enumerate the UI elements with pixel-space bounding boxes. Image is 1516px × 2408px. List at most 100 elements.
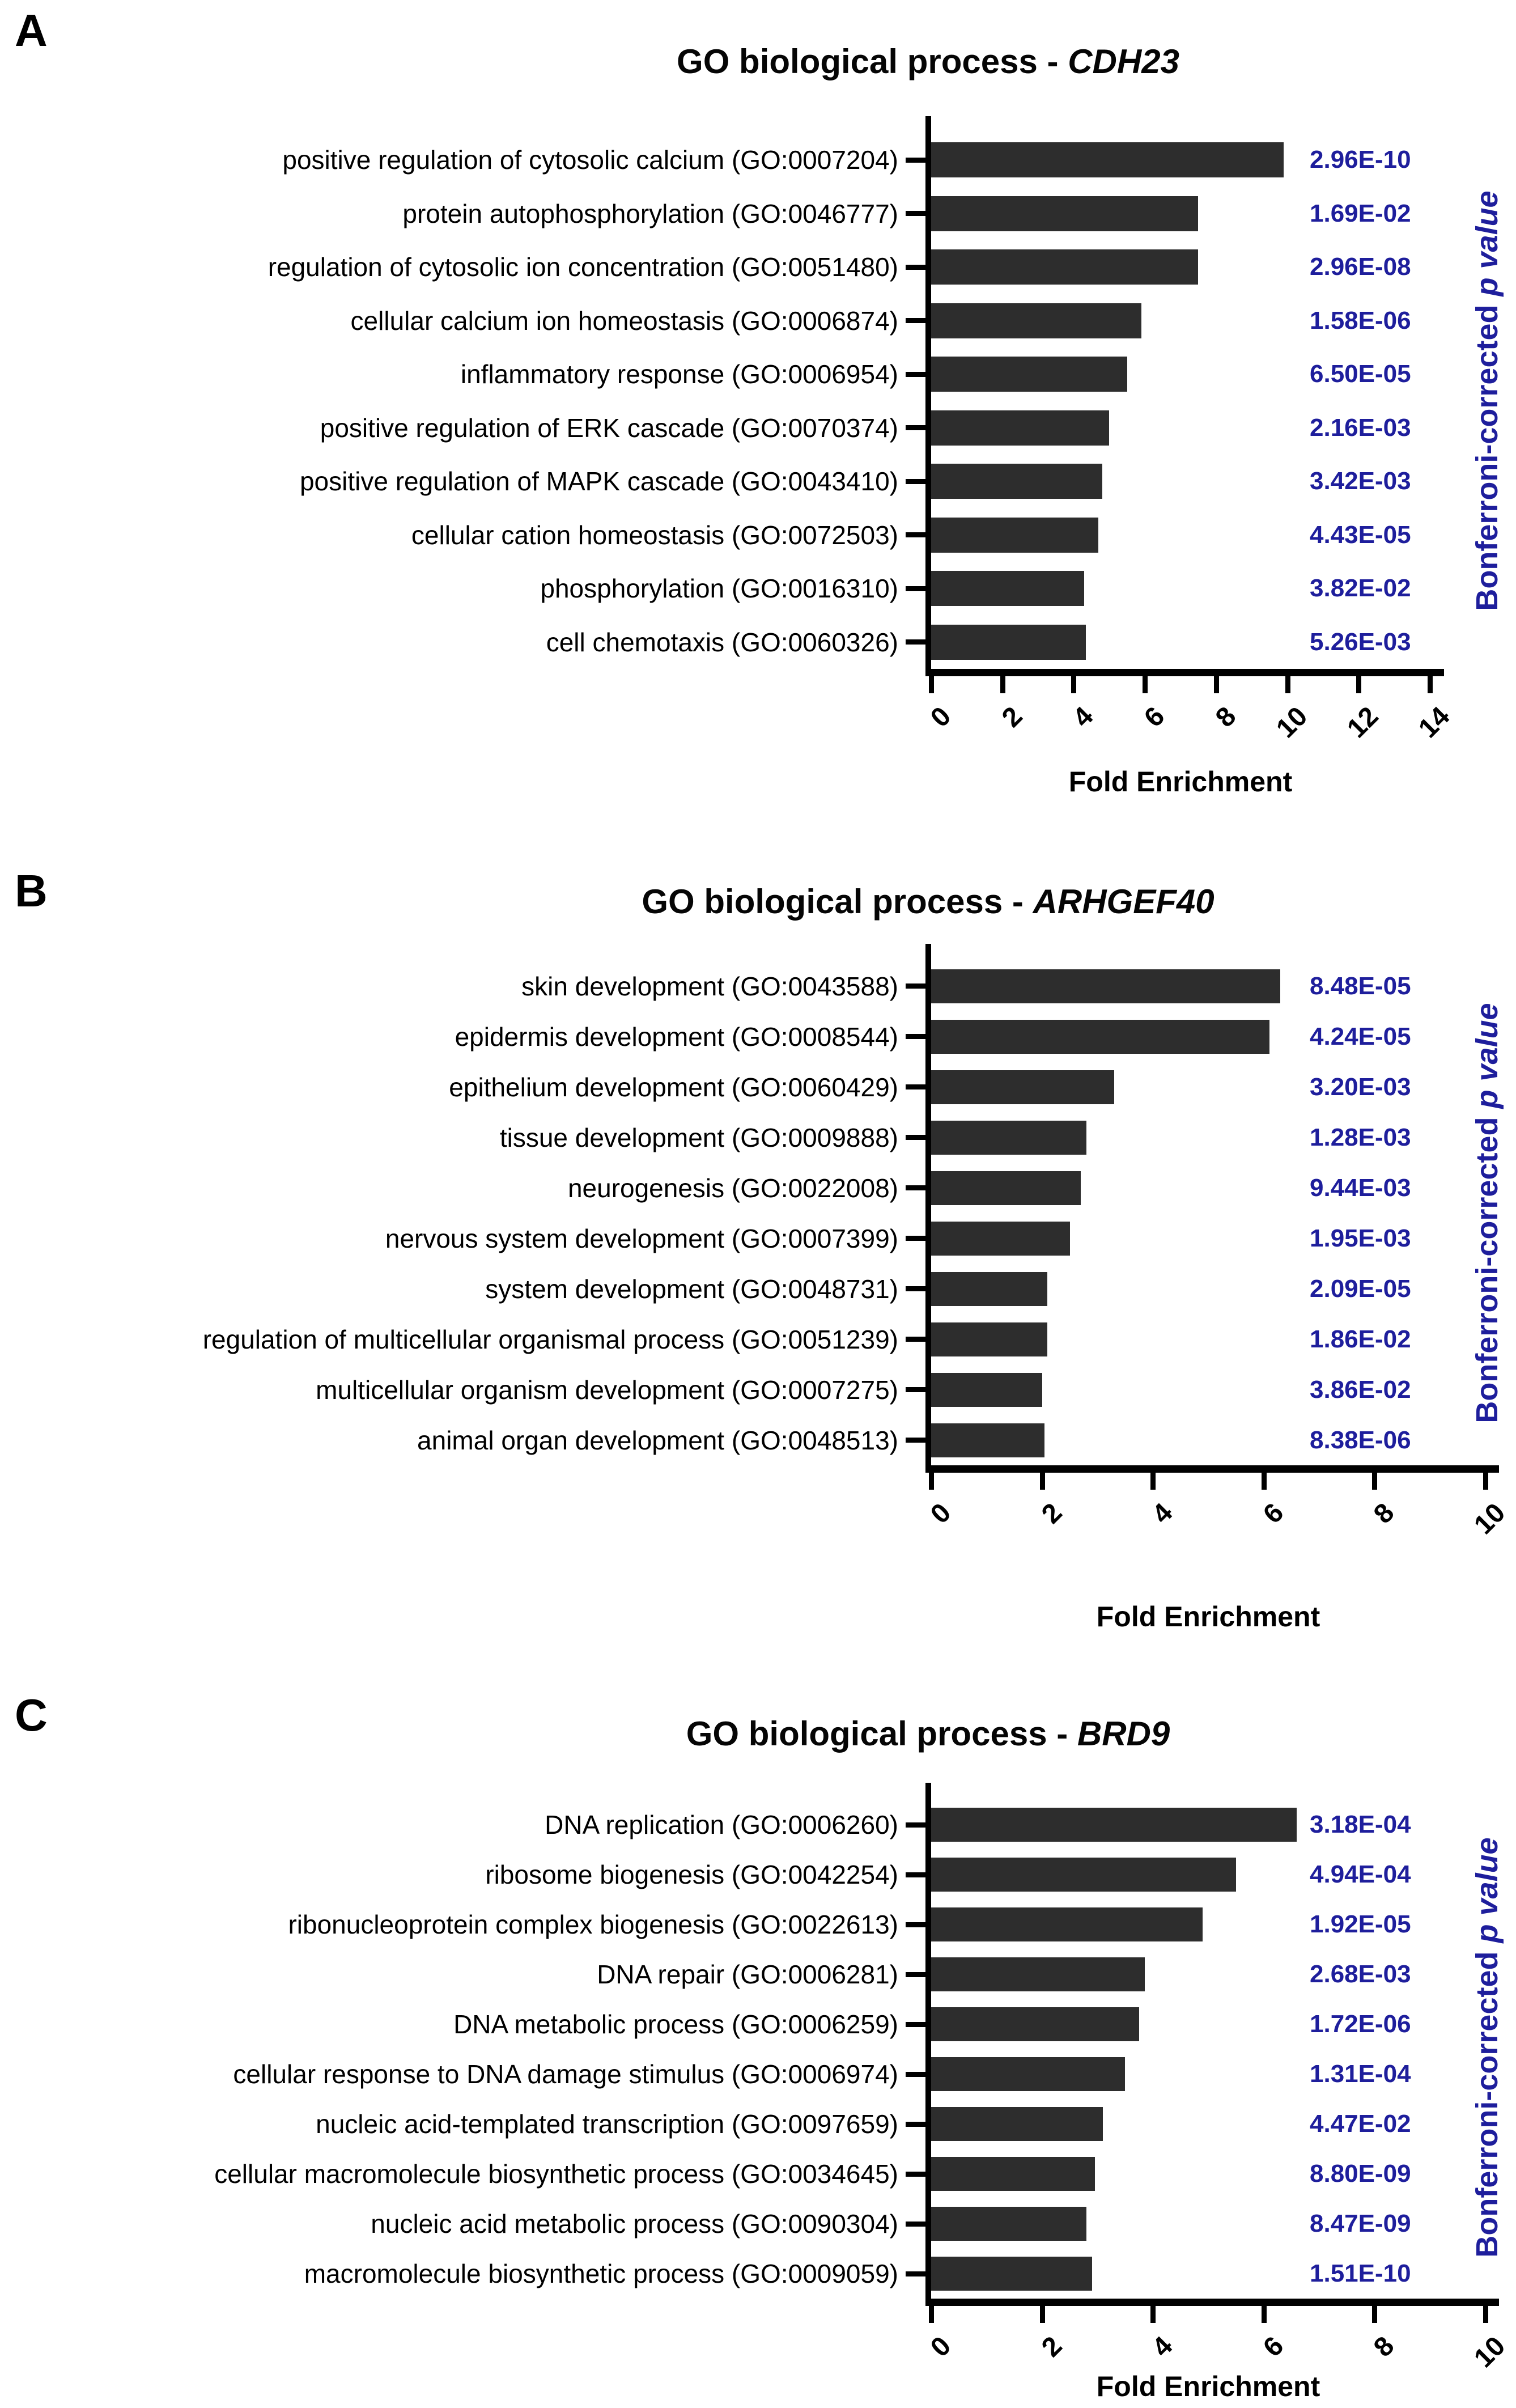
category-label: macromolecule biosynthetic process (GO:0… (304, 2259, 898, 2288)
bar-row: nucleic acid metabolic process (GO:00903… (0, 2199, 1485, 2249)
y-axis-tick (906, 264, 925, 270)
bar-row: regulation of cytosolic ion concentratio… (0, 240, 1430, 294)
category-label: regulation of cytosolic ion concentratio… (267, 252, 898, 282)
category-label: DNA repair (GO:0006281) (597, 1960, 898, 1989)
bar-row: system development (GO:0048731) 2.09E-05 (0, 1264, 1485, 1314)
bar-row: nucleic acid-templated transcription (GO… (0, 2099, 1485, 2149)
p-value-label: 9.44E-03 (1310, 1173, 1411, 1202)
y-axis-tick (906, 211, 925, 217)
chart-title-prefix: GO biological process - (686, 1715, 1077, 1753)
bar-track: 1.92E-05 (931, 1900, 1485, 1949)
category-label: system development (GO:0048731) (485, 1274, 898, 1304)
category-label: positive regulation of ERK cascade (GO:0… (320, 413, 898, 443)
panel-a: A GO biological process - CDH23 positive… (0, 0, 1516, 816)
x-axis-tick (1428, 676, 1433, 693)
category-label: neurogenesis (GO:0022008) (567, 1173, 898, 1203)
bar-track: 1.69E-02 (931, 187, 1430, 241)
bar (931, 1372, 1042, 1407)
p-value-label: 6.50E-05 (1310, 360, 1411, 388)
bar (931, 2157, 1095, 2191)
bar-track: 1.72E-06 (931, 1999, 1485, 2049)
category-label: cellular response to DNA damage stimulus… (233, 2059, 898, 2089)
category-label: cellular cation homeostasis (GO:0072503) (411, 520, 898, 550)
bar-row: cellular cation homeostasis (GO:0072503)… (0, 508, 1430, 562)
bar (931, 2057, 1126, 2091)
category-label: phosphorylation (GO:0016310) (540, 574, 898, 604)
bar-row: DNA metabolic process (GO:0006259) 1.72E-… (0, 1999, 1485, 2049)
bar-track: 1.95E-03 (931, 1213, 1485, 1264)
p-value-label: 1.95E-03 (1310, 1224, 1411, 1252)
bar-row: phosphorylation (GO:0016310) 3.82E-02 (0, 562, 1430, 616)
category-label: nucleic acid-templated transcription (GO… (316, 2109, 898, 2139)
y-axis-tick (906, 425, 925, 431)
bar-track: 9.44E-03 (931, 1163, 1485, 1213)
bar-row: cellular response to DNA damage stimulus… (0, 2049, 1485, 2099)
chart-title-prefix: GO biological process - (677, 43, 1068, 80)
p-value-label: 4.43E-05 (1310, 520, 1411, 549)
category-label: nucleic acid metabolic process (GO:00903… (371, 2209, 898, 2239)
x-axis-tick (1372, 1473, 1378, 1490)
x-axis-tick (1150, 2306, 1156, 2323)
bar (931, 464, 1102, 499)
panel-c: C GO biological process - BRD9 DNA repli… (0, 1667, 1516, 2402)
bar (931, 1808, 1297, 1842)
p-value-label: 1.28E-03 (1310, 1123, 1411, 1151)
bar-track: 3.18E-04 (931, 1800, 1485, 1850)
p-value-label: 4.94E-04 (1310, 1860, 1411, 1888)
x-axis-label: Fold Enrichment (1096, 2371, 1320, 2402)
bar-track: 2.96E-08 (931, 240, 1430, 294)
p-value-label: 2.96E-08 (1310, 253, 1411, 281)
bar-row: cell chemotaxis (GO:0060326) 5.26E-03 (0, 616, 1430, 669)
bar (931, 303, 1141, 338)
p-value-label: 3.86E-02 (1310, 1375, 1411, 1404)
p-value-label: 1.86E-02 (1310, 1325, 1411, 1353)
x-axis-tick (929, 1473, 934, 1490)
p-value-label: 8.48E-05 (1310, 972, 1411, 1000)
p-value-label: 2.96E-10 (1310, 146, 1411, 174)
y-axis-tick (906, 983, 925, 989)
right-axis-label-italic: p value (1470, 1003, 1504, 1109)
y-axis-tick (906, 1337, 925, 1342)
bar (931, 1070, 1114, 1104)
bar (931, 2107, 1103, 2141)
panel-letter: B (15, 866, 48, 916)
x-axis-tick-label: 10 (1468, 1497, 1511, 1541)
x-axis-tick (1039, 1473, 1045, 1490)
p-value-label: 1.51E-10 (1310, 2259, 1411, 2287)
bar-row: cellular calcium ion homeostasis (GO:000… (0, 294, 1430, 348)
bar (931, 196, 1199, 231)
p-value-label: 3.20E-03 (1310, 1072, 1411, 1101)
p-value-label: 1.31E-04 (1310, 2060, 1411, 2088)
category-label: regulation of multicellular organismal p… (202, 1324, 898, 1354)
bar-track: 3.82E-02 (931, 562, 1430, 616)
right-axis-label-italic: p value (1470, 190, 1504, 296)
bar (931, 1907, 1203, 1941)
bar-rows: DNA replication (GO:0006260) 3.18E-04 ribo… (0, 1800, 1485, 2299)
y-axis-tick (906, 478, 925, 484)
x-axis-tick-label: 8 (1368, 1497, 1400, 1530)
chart-title: GO biological process - CDH23 (340, 43, 1516, 80)
y-axis-tick (906, 1822, 925, 1828)
bar-row: ribonucleoprotein complex biogenesis (GO… (0, 1900, 1485, 1949)
bar-row: skin development (GO:0043588) 8.48E-05 (0, 961, 1485, 1011)
y-axis-tick (906, 2071, 925, 2077)
category-label: epidermis development (GO:0008544) (455, 1021, 898, 1052)
p-value-label: 2.68E-03 (1310, 1960, 1411, 1988)
p-value-label: 8.38E-06 (1310, 1426, 1411, 1454)
bar-track: 4.94E-04 (931, 1850, 1485, 1900)
x-axis-tick (1372, 2306, 1378, 2323)
category-label: cell chemotaxis (GO:0060326) (546, 627, 898, 657)
bar-track: 4.43E-05 (931, 508, 1430, 562)
chart-title: GO biological process - ARHGEF40 (340, 883, 1516, 921)
category-label: tissue development (GO:0009888) (499, 1122, 898, 1152)
x-axis-tick (1213, 676, 1219, 693)
bar-row: epithelium development (GO:0060429) 3.20E… (0, 1062, 1485, 1112)
bar-track: 8.47E-09 (931, 2199, 1485, 2249)
bar-track: 8.38E-06 (931, 1415, 1485, 1465)
bar (931, 410, 1110, 446)
y-axis-tick (906, 2271, 925, 2276)
x-axis-tick (1039, 2306, 1045, 2323)
p-value-label: 1.92E-05 (1310, 1910, 1411, 1938)
panel-b: B GO biological process - ARHGEF40 skin … (0, 816, 1516, 1667)
x-axis-label: Fold Enrichment (1068, 766, 1293, 798)
